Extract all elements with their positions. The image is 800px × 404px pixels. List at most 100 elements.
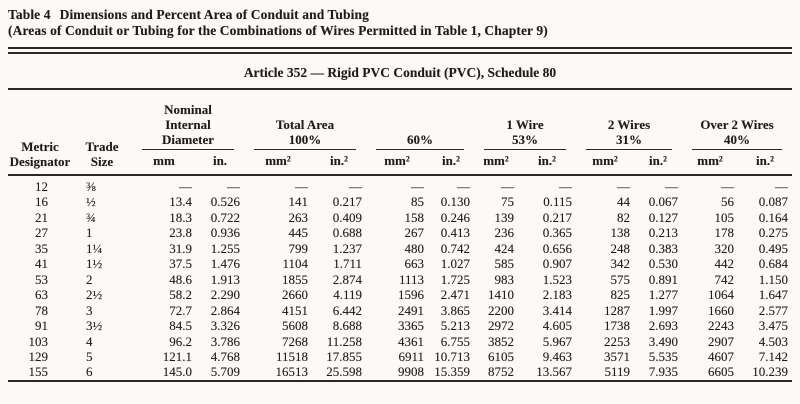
value-cell: 6911: [398, 348, 424, 364]
value-cell: 3.786: [210, 333, 240, 349]
value-cell: 5.967: [542, 333, 573, 349]
value-cell: 11518: [275, 348, 308, 364]
value-cell: 480: [404, 240, 425, 256]
value-cell: 105: [714, 209, 735, 225]
value-cell: 4361: [398, 333, 424, 349]
value-cell: 4607: [708, 348, 735, 364]
value-cell: 96.2: [169, 333, 192, 349]
value-cell: 1.997: [648, 302, 679, 318]
value-cell: 1113: [398, 271, 424, 287]
value-cell: 0.936: [210, 225, 240, 241]
value-cell: 2660: [282, 287, 308, 303]
value-cell: 121.1: [162, 348, 192, 364]
metric-designator-cell: 21: [35, 209, 48, 225]
trade-size-cell: ⅜: [86, 179, 96, 194]
value-cell: 0.409: [332, 209, 362, 225]
group-header-60-percent: 60%: [366, 90, 474, 150]
metric-designator-cell: 103: [28, 333, 49, 349]
group-rule: [254, 149, 356, 150]
unit-header-in: in.: [212, 153, 228, 168]
unit-header-in2: in.²: [649, 153, 668, 168]
table-row: 155 6 145.0 5.709 16513 25.598 9908 15.359 8752 1…: [8, 364, 792, 380]
value-cell: —: [501, 179, 514, 194]
value-cell: —: [721, 179, 735, 194]
group-header-over-2-wires-40: Over 2 Wires 40%: [682, 90, 792, 150]
value-cell: 5119: [604, 364, 631, 380]
trade-size-cell: 6: [86, 364, 93, 380]
value-cell: 236: [494, 225, 515, 241]
value-cell: 17.855: [326, 348, 362, 364]
group-rule: [484, 149, 567, 150]
value-cell: 5.213: [440, 318, 470, 334]
table-title-block: Table 4 Dimensions and Percent Area of Co…: [8, 7, 792, 39]
value-cell: 0.530: [648, 256, 679, 272]
value-cell: 4.119: [333, 287, 362, 303]
group-rule: [586, 149, 673, 150]
unit-header-in2: in.²: [756, 153, 775, 168]
value-cell: 13.4: [169, 194, 192, 210]
value-cell: 2.874: [332, 271, 362, 287]
value-cell: —: [559, 179, 573, 194]
unit-header-mm2: mm²: [265, 153, 291, 168]
value-cell: 6.755: [440, 333, 470, 349]
value-cell: 0.891: [648, 271, 679, 287]
value-cell: 1738: [604, 318, 631, 334]
unit-header-in2: in.²: [442, 153, 460, 168]
value-cell: 13.567: [536, 364, 573, 380]
value-cell: 0.246: [440, 209, 470, 225]
value-cell: —: [227, 179, 240, 194]
value-cell: 8752: [488, 364, 514, 380]
table-body: 12 ⅜ — — — — — — — — — — — —16 ½ 13.4 0.526 141 0.217 85 0.1…: [8, 175, 793, 381]
value-cell: 72.7: [169, 302, 192, 318]
group-rule: [142, 149, 234, 150]
value-cell: 7.935: [648, 364, 679, 380]
value-cell: 84.5: [169, 318, 192, 334]
value-cell: 1287: [604, 302, 631, 318]
group-header-2-wires-31: 2 Wires 31%: [576, 90, 682, 150]
value-cell: 3365: [398, 318, 424, 334]
value-cell: 2972: [488, 318, 514, 334]
value-cell: 2491: [398, 302, 424, 318]
value-cell: 3.490: [648, 333, 679, 349]
table-row: 103 4 96.2 3.786 7268 11.258 4361 6.755 3852 5.96…: [8, 334, 792, 349]
value-cell: 0.688: [332, 225, 362, 241]
table-number: Table 4: [8, 7, 51, 22]
table-row: 91 3½ 84.5 3.326 5608 8.688 3365 5.213 2972 4.605…: [8, 318, 792, 333]
unit-header-mm2: mm²: [592, 153, 618, 168]
value-cell: 9.463: [542, 348, 573, 364]
value-cell: 1660: [708, 302, 735, 318]
value-cell: 5.709: [210, 364, 240, 380]
metric-designator-cell: 155: [28, 364, 49, 380]
unit-header-in2: in.²: [538, 153, 556, 168]
unit-header-in2: in.²: [330, 153, 348, 168]
value-cell: —: [617, 179, 631, 194]
value-cell: 3.475: [758, 318, 789, 334]
value-cell: 4.503: [758, 333, 789, 349]
table-row: 16 ½ 13.4 0.526 141 0.217 85 0.130 75 0.115 44 0.06…: [8, 194, 792, 209]
value-cell: 445: [288, 225, 309, 241]
value-cell: 0.087: [758, 194, 789, 210]
value-cell: —: [411, 179, 424, 194]
value-cell: 82: [617, 209, 631, 225]
unit-header-mm2: mm²: [483, 153, 509, 168]
value-cell: 1.711: [333, 256, 362, 272]
table-row: 78 3 72.7 2.864 4151 6.442 2491 3.865 2200 3.414 1…: [8, 303, 792, 318]
trade-size-cell: 1¼: [86, 240, 103, 256]
value-cell: —: [179, 179, 192, 194]
value-cell: 4151: [282, 302, 308, 318]
table-title-note: (Areas of Conduit or Tubing for the Comb…: [8, 23, 548, 38]
value-cell: —: [775, 179, 789, 194]
value-cell: 0.383: [648, 240, 679, 256]
metric-designator-cell: 16: [35, 194, 48, 210]
metric-designator-cell: 41: [35, 256, 48, 272]
value-cell: 2.693: [648, 318, 679, 334]
value-cell: 3.865: [440, 302, 470, 318]
value-cell: 1.523: [542, 271, 573, 287]
value-cell: 3571: [604, 348, 631, 364]
value-cell: 0.115: [543, 194, 573, 210]
value-cell: 6605: [708, 364, 735, 380]
value-cell: 0.907: [542, 256, 573, 272]
group-label: Total Area 100%: [275, 117, 335, 147]
value-cell: 2.864: [210, 302, 240, 318]
value-cell: 2243: [708, 318, 735, 334]
